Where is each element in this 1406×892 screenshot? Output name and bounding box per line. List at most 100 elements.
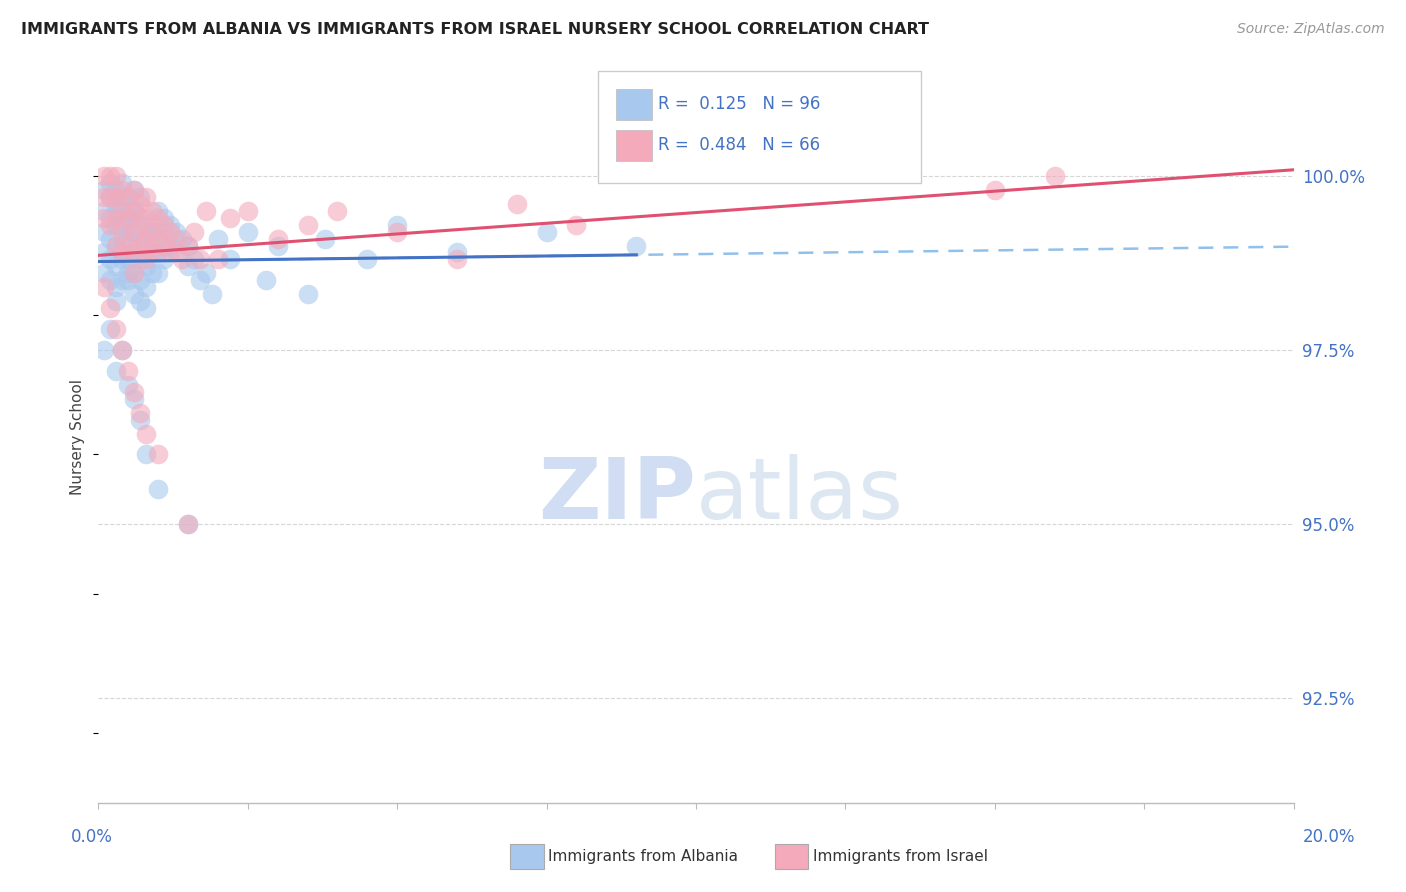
Point <box>105 211 128 225</box>
Point <box>385 225 409 239</box>
Point <box>105 238 128 252</box>
Point <box>135 211 157 225</box>
Point <box>111 176 134 190</box>
Point <box>165 245 187 260</box>
Text: Immigrants from Albania: Immigrants from Albania <box>548 849 738 863</box>
Point <box>124 203 146 218</box>
Point <box>98 190 122 204</box>
Point <box>135 301 157 316</box>
Point <box>117 252 139 267</box>
Point <box>267 231 290 245</box>
Point <box>93 211 115 225</box>
Point <box>93 169 115 183</box>
Point <box>129 294 152 309</box>
Point <box>98 190 122 204</box>
Point <box>172 252 194 267</box>
Point <box>135 218 157 232</box>
Point <box>129 238 152 252</box>
Point <box>201 287 224 301</box>
Point <box>177 517 200 532</box>
Point <box>297 218 319 232</box>
Point <box>111 203 134 218</box>
Point <box>159 245 181 260</box>
Point <box>124 203 146 218</box>
Point <box>93 203 115 218</box>
Point <box>565 218 588 232</box>
Point <box>124 266 146 280</box>
Point <box>124 245 146 260</box>
Point <box>236 203 259 218</box>
Point <box>129 196 152 211</box>
Point <box>141 225 163 239</box>
Point <box>984 183 1007 197</box>
Point <box>195 203 218 218</box>
Point <box>135 280 157 294</box>
Point <box>93 343 115 357</box>
Point <box>148 245 170 260</box>
Point <box>124 203 146 218</box>
Point <box>111 343 134 357</box>
Point <box>111 190 134 204</box>
Point <box>267 238 290 252</box>
Point <box>124 225 146 239</box>
Point <box>141 245 163 260</box>
Point <box>148 203 170 218</box>
Point <box>536 225 558 239</box>
Point <box>105 280 128 294</box>
Point <box>111 218 134 232</box>
Point <box>159 218 181 232</box>
Point <box>111 245 134 260</box>
Text: atlas: atlas <box>696 454 904 537</box>
Point <box>326 203 349 218</box>
Point <box>356 252 378 267</box>
Text: Source: ZipAtlas.com: Source: ZipAtlas.com <box>1237 22 1385 37</box>
Point <box>207 231 229 245</box>
Point <box>117 273 139 287</box>
Point <box>506 196 529 211</box>
Point <box>135 260 157 274</box>
Point <box>153 238 176 252</box>
Y-axis label: Nursery School: Nursery School <box>70 379 86 495</box>
Point <box>148 448 170 462</box>
Point <box>111 343 134 357</box>
Point <box>297 287 319 301</box>
Point <box>236 225 259 239</box>
Point <box>105 196 128 211</box>
Point <box>117 266 139 280</box>
Point <box>141 245 163 260</box>
Point <box>111 231 134 245</box>
Point <box>98 218 122 232</box>
Point <box>148 231 170 245</box>
Point <box>98 211 122 225</box>
Point <box>111 183 134 197</box>
Point <box>124 384 146 399</box>
Point <box>129 231 152 245</box>
Point <box>165 231 187 245</box>
Point <box>117 238 139 252</box>
Point <box>165 225 187 239</box>
Point <box>183 225 205 239</box>
Point <box>141 203 163 218</box>
Point <box>105 260 128 274</box>
Point <box>153 231 176 245</box>
Text: R =  0.125   N = 96: R = 0.125 N = 96 <box>658 95 820 113</box>
Text: ZIP: ZIP <box>538 454 696 537</box>
Point <box>129 412 152 426</box>
Text: IMMIGRANTS FROM ALBANIA VS IMMIGRANTS FROM ISRAEL NURSERY SCHOOL CORRELATION CHA: IMMIGRANTS FROM ALBANIA VS IMMIGRANTS FR… <box>21 22 929 37</box>
Point <box>124 245 146 260</box>
Point <box>105 294 128 309</box>
Point <box>219 252 242 267</box>
Point <box>124 225 146 239</box>
Point <box>111 211 134 225</box>
Point <box>98 176 122 190</box>
Point <box>111 273 134 287</box>
Point <box>446 252 468 267</box>
Point <box>129 190 152 204</box>
Point <box>93 183 115 197</box>
Point <box>135 238 157 252</box>
Point <box>188 252 211 267</box>
Point <box>117 377 139 392</box>
Point <box>135 448 157 462</box>
Point <box>98 322 122 336</box>
Point <box>141 225 163 239</box>
